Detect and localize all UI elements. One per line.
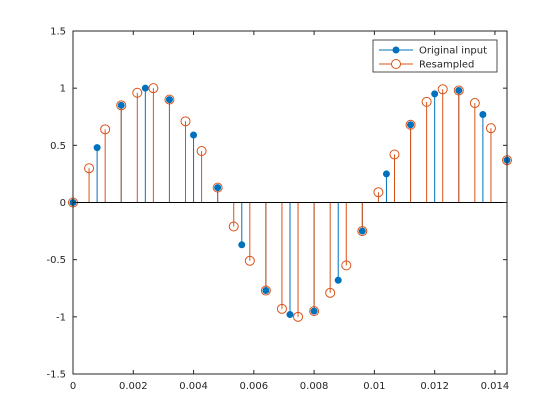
y-tick-label: 1.5 <box>50 27 66 38</box>
data-point-original <box>117 101 125 109</box>
data-point-resampled <box>196 146 207 157</box>
data-point-resampled <box>373 187 384 198</box>
data-point-resampled <box>164 94 175 105</box>
data-point-resampled <box>309 306 320 317</box>
data-point-resampled <box>453 85 464 96</box>
data-point-resampled <box>293 311 304 322</box>
x-tick-label: 0.008 <box>300 381 329 392</box>
y-tick-label: 0.5 <box>50 141 66 152</box>
legend-marker <box>392 46 400 54</box>
data-point-original <box>141 84 149 92</box>
data-point-resampled <box>389 149 400 160</box>
x-tick-label: 0.012 <box>420 381 449 392</box>
data-point-original <box>431 90 439 98</box>
data-point-original <box>286 311 294 319</box>
markers-layer <box>68 83 512 322</box>
data-point-original <box>455 86 463 94</box>
y-tick-label: 1 <box>60 84 66 95</box>
stems-layer <box>88 88 508 317</box>
data-point-original <box>479 110 487 118</box>
data-point-resampled <box>212 182 223 193</box>
data-point-resampled <box>84 163 95 174</box>
data-point-resampled <box>148 83 159 94</box>
data-point-resampled <box>100 124 111 135</box>
y-tick-label: 0 <box>60 198 66 209</box>
data-point-resampled <box>276 303 287 314</box>
data-point-original <box>165 96 173 104</box>
data-point-original <box>93 144 101 152</box>
data-point-resampled <box>325 287 336 298</box>
y-tick-label: -1.5 <box>46 370 66 381</box>
data-point-original <box>334 276 342 284</box>
x-tick-label: 0.01 <box>363 381 385 392</box>
x-tick-label: 0 <box>70 381 76 392</box>
data-point-original <box>214 184 222 192</box>
legend-label: Original input <box>419 46 487 57</box>
data-point-original <box>190 131 198 139</box>
legend-marker <box>391 59 401 69</box>
data-point-resampled <box>485 123 496 134</box>
data-point-resampled <box>421 96 432 107</box>
x-tick-label: 0.002 <box>119 381 148 392</box>
x-tick-label: 0.004 <box>179 381 208 392</box>
data-point-original <box>238 241 246 249</box>
data-point-original <box>358 227 366 235</box>
legend-label: Resampled <box>419 60 474 71</box>
data-point-resampled <box>341 260 352 271</box>
x-tick-label: 0.014 <box>481 381 510 392</box>
data-point-resampled <box>469 98 480 109</box>
data-point-original <box>407 121 415 129</box>
data-point-original <box>310 307 318 315</box>
x-tick-label: 0.006 <box>240 381 269 392</box>
legend[interactable]: Original input Resampled <box>372 39 498 73</box>
data-point-resampled <box>405 119 416 130</box>
data-point-resampled <box>357 226 368 237</box>
data-point-resampled <box>132 87 143 98</box>
data-point-resampled <box>244 255 255 266</box>
data-point-resampled <box>260 285 271 296</box>
y-tick-label: -0.5 <box>46 255 66 266</box>
data-point-resampled <box>116 100 127 111</box>
axes-layer: 0 0.002 0.004 0.006 0.008 0.01 0.012 0.014 1.5 1 0… <box>46 27 509 393</box>
data-point-resampled <box>228 221 239 232</box>
y-tick-label: -1 <box>56 312 66 323</box>
data-point-original <box>382 170 390 178</box>
data-point-resampled <box>180 116 191 127</box>
data-point-resampled <box>437 84 448 95</box>
data-point-original <box>262 287 270 295</box>
